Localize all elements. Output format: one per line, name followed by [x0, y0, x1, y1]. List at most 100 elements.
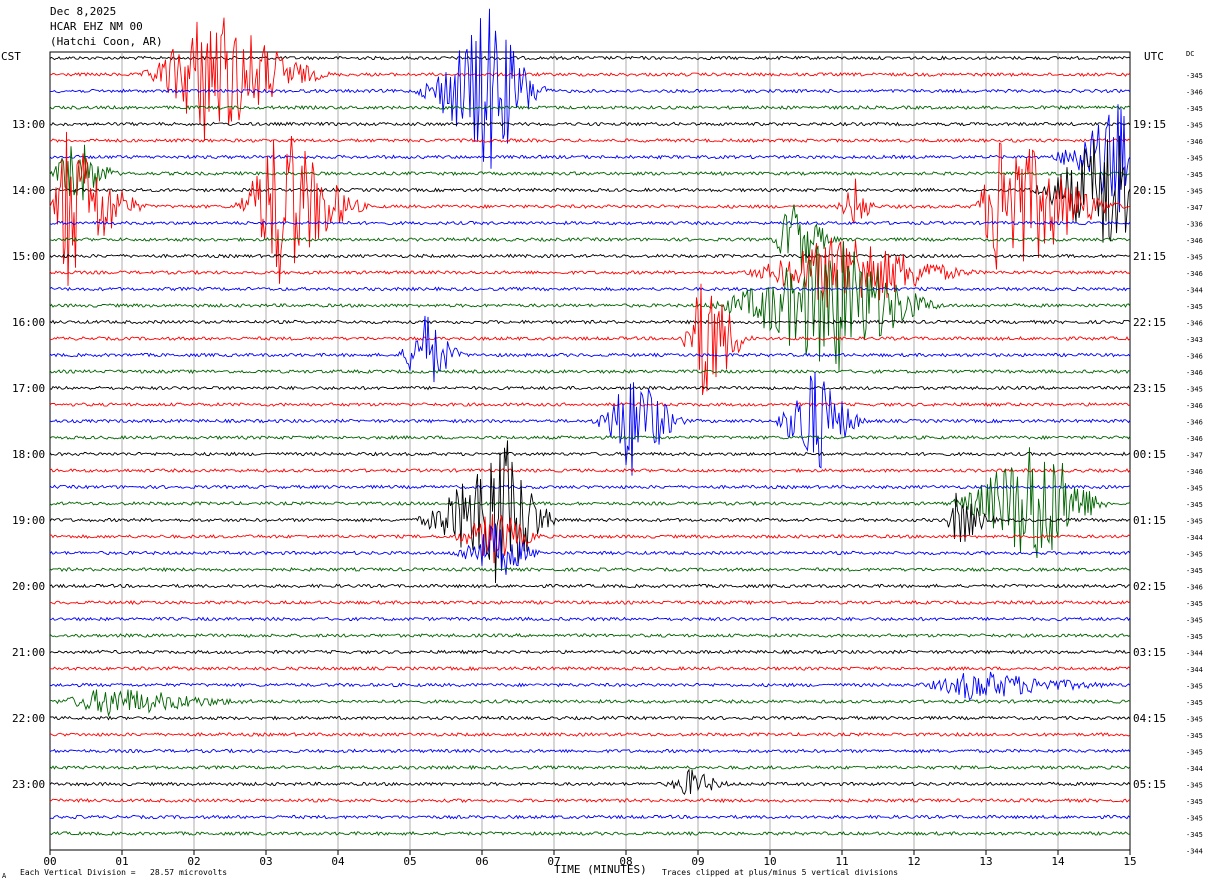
left-hour-label: 14:00	[12, 184, 45, 197]
left-hour-label: 20:00	[12, 580, 45, 593]
dc-offset-label: -345	[1186, 567, 1203, 575]
left-hour-label: 18:00	[12, 448, 45, 461]
dc-offset-label: -346	[1186, 369, 1203, 377]
trace-black	[49, 385, 1131, 391]
dc-offset-label: -345	[1186, 105, 1203, 113]
dc-offset-label: -345	[1186, 501, 1203, 509]
x-tick-label: 13	[979, 855, 992, 868]
trace-blue	[49, 372, 1131, 476]
dc-offset-label: -345	[1186, 600, 1203, 608]
right-hour-label: 01:15	[1133, 514, 1166, 527]
corner-mark: A	[2, 872, 7, 880]
x-tick-label: 05	[403, 855, 416, 868]
trace-blue	[49, 748, 1131, 754]
left-hour-label: 23:00	[12, 778, 45, 791]
trace-black	[49, 253, 1131, 259]
dc-offset-label: -345	[1186, 782, 1203, 790]
trace-green	[49, 104, 1131, 111]
trace-green	[49, 764, 1131, 771]
left-hour-label: 16:00	[12, 316, 45, 329]
trace-green	[49, 830, 1131, 837]
scale-note: Each Vertical Division = 28.57 microvolt…	[20, 868, 228, 877]
trace-red	[49, 17, 1131, 142]
trace-green	[49, 435, 1131, 441]
dc-offset-label: -345	[1186, 254, 1203, 262]
dc-offset-label: -346	[1186, 89, 1203, 97]
trace-red	[50, 666, 1131, 671]
dc-offset-label: -345	[1186, 485, 1203, 493]
dc-offset-label: -345	[1186, 683, 1203, 691]
trace-black	[49, 715, 1131, 721]
right-hour-label: 20:15	[1133, 184, 1166, 197]
left-hour-label: 15:00	[12, 250, 45, 263]
station-label: HCAR EHZ NM 00	[50, 20, 143, 33]
dc-offset-label: -345	[1186, 551, 1203, 559]
x-tick-label: 06	[475, 855, 488, 868]
x-tick-label: 01	[115, 855, 128, 868]
trace-blue	[49, 104, 1131, 213]
dc-offset-label: -345	[1186, 617, 1203, 625]
dc-offset-label: -346	[1186, 584, 1203, 592]
trace-blue	[49, 616, 1131, 622]
dc-offset-label: -347	[1186, 204, 1203, 212]
trace-red	[49, 731, 1131, 737]
trace-blue	[49, 523, 1131, 575]
trace-black	[49, 768, 1131, 796]
trace-black	[49, 121, 1131, 127]
dc-offset-label: -345	[1186, 386, 1203, 394]
dc-offset-label: -345	[1186, 815, 1203, 823]
trace-green	[49, 633, 1131, 638]
left-hour-label: 13:00	[12, 118, 45, 131]
dc-offset-label: -345	[1186, 171, 1203, 179]
trace-blue	[49, 671, 1131, 701]
x-tick-label: 04	[331, 855, 345, 868]
trace-black	[49, 583, 1130, 589]
dc-offset-label: -345	[1186, 518, 1203, 526]
dc-offset-label: -336	[1186, 221, 1203, 229]
trace-red	[49, 138, 1131, 144]
clip-note: Traces clipped at plus/minus 5 vertical …	[662, 868, 899, 877]
right-hour-label: 22:15	[1133, 316, 1166, 329]
right-hour-label: 21:15	[1133, 250, 1166, 263]
trace-blue	[49, 814, 1131, 820]
dc-offset-label: -346	[1186, 237, 1203, 245]
dc-offset-label: -346	[1186, 138, 1203, 146]
trace-red	[49, 402, 1131, 407]
right-hour-label: 23:15	[1133, 382, 1166, 395]
trace-red	[49, 467, 1131, 474]
left-hour-label: 21:00	[12, 646, 45, 659]
dc-offset-label: -344	[1186, 848, 1203, 856]
right-hour-label: 02:15	[1133, 580, 1166, 593]
dc-offset-label: -345	[1186, 155, 1203, 163]
trace-red	[49, 797, 1131, 804]
dc-offset-label: -346	[1186, 353, 1203, 361]
plot-frame	[49, 51, 1131, 851]
x-tick-label: 14	[1051, 855, 1065, 868]
dc-label: DC	[1186, 50, 1195, 58]
trace-blue	[49, 8, 1131, 169]
x-axis-title: TIME (MINUTES)	[554, 863, 647, 876]
trace-red	[49, 514, 1131, 564]
left-hour-label: 22:00	[12, 712, 45, 725]
trace-blue	[49, 220, 1131, 226]
dc-offset-label: -345	[1186, 122, 1203, 130]
dc-offset-label: -345	[1186, 188, 1203, 196]
dc-offset-label: -345	[1186, 633, 1203, 641]
trace-black	[49, 440, 1131, 584]
dc-offset-label: -345	[1186, 732, 1203, 740]
right-timezone-label: UTC	[1144, 50, 1164, 63]
dc-offset-label: -345	[1186, 798, 1203, 806]
trace-red	[49, 237, 1131, 308]
trace-red	[49, 283, 1131, 395]
dc-offset-label: -346	[1186, 402, 1203, 410]
dc-offset-label: -344	[1186, 666, 1203, 674]
dc-offset-label: -345	[1186, 303, 1203, 311]
trace-blue	[49, 286, 1131, 292]
x-tick-label: 00	[43, 855, 56, 868]
trace-green	[49, 447, 1131, 559]
dc-offset-label: -346	[1186, 320, 1203, 328]
trace-red	[49, 131, 1131, 286]
left-hour-label: 19:00	[12, 514, 45, 527]
dc-offset-label: -344	[1186, 650, 1203, 658]
